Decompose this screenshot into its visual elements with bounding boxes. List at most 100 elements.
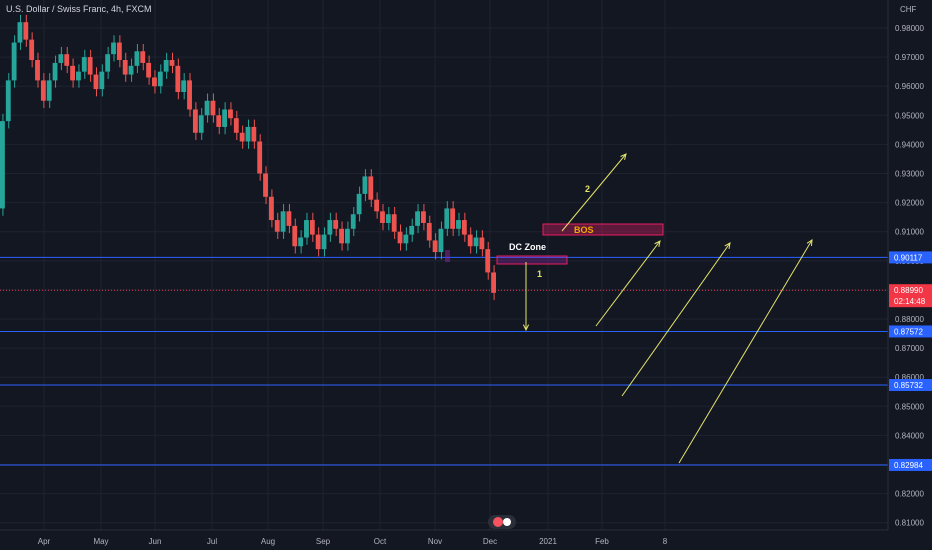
arrow-up-2 [561, 153, 627, 232]
y-tick-label: 0.91000 [895, 228, 924, 237]
arrow-up-5-head [806, 239, 813, 247]
y-tick-label: 0.86000 [895, 373, 924, 382]
price-axis: 0.98000 0.97000 0.96000 0.95000 0.94000 0.930… [889, 24, 932, 528]
arrow-up-3-head [654, 240, 661, 247]
candle-body [187, 80, 192, 110]
y-tick-label: 0.96000 [895, 82, 924, 91]
y-tick-label: 0.95000 [895, 111, 924, 120]
countdown-label: 02:14:48 [894, 297, 926, 306]
candle-body [315, 234, 321, 250]
candle-body [420, 211, 426, 223]
level-price-label: 0.82984 [894, 461, 923, 470]
candle-body [23, 22, 29, 40]
candle-body [374, 199, 380, 212]
candle-body [409, 225, 415, 235]
y-tick-label: 0.81000 [895, 519, 924, 528]
candle-body [87, 57, 93, 75]
y-tick-label: 0.94000 [895, 140, 924, 149]
candle-body [163, 60, 169, 72]
x-tick-label: Oct [374, 537, 387, 546]
candle-body [216, 115, 222, 127]
tradingview-logo-icon [488, 515, 516, 529]
candle-body [327, 220, 333, 235]
zones-layer: BOS DC Zone [445, 223, 664, 265]
horizontal-levels [0, 256, 888, 466]
candle-body [140, 51, 146, 63]
time-axis: Apr May Jun Jul Aug Sep Oct Nov Dec 2021 Feb 8 [38, 537, 668, 546]
arrow-up-4 [621, 242, 731, 397]
dc-zone-label: DC Zone [509, 242, 546, 252]
candle-body [222, 109, 228, 127]
grid-lines [0, 0, 888, 530]
price-series-layer [0, 14, 496, 301]
candle-body [99, 71, 105, 90]
candle-body [245, 126, 251, 142]
y-tick-label: 0.98000 [895, 24, 924, 33]
annotation-2: 2 [585, 184, 590, 194]
x-tick-label: Jun [149, 537, 162, 546]
candle-body [152, 77, 157, 87]
candle-body [233, 118, 239, 133]
arrow-up-3 [595, 240, 661, 327]
candle-body [298, 237, 304, 247]
candle-body [0, 121, 5, 209]
candle-body [479, 237, 485, 250]
candle-body [391, 214, 397, 232]
x-tick-label: Nov [428, 537, 442, 546]
candle-body [286, 211, 292, 226]
candle-body [432, 240, 438, 253]
x-tick-label: Feb [595, 537, 609, 546]
candle-body [380, 211, 385, 223]
candle-body [116, 42, 122, 61]
candle-body [292, 225, 298, 247]
candle-body [58, 54, 64, 63]
candle-body [473, 237, 479, 247]
y-tick-label: 0.82000 [895, 490, 924, 499]
candle-body [64, 54, 70, 66]
x-tick-label: Apr [38, 537, 51, 546]
annotation-1: 1 [537, 269, 542, 279]
bos-label: BOS [574, 225, 594, 235]
candle-body [362, 176, 368, 194]
x-tick-label: 2021 [539, 537, 557, 546]
candle-body [52, 62, 58, 81]
candle-body [204, 100, 210, 116]
candle-body [257, 141, 263, 174]
candle-body [93, 74, 99, 90]
candle-body [321, 234, 327, 250]
candle-body [485, 249, 491, 273]
level-price-badge [889, 458, 932, 471]
candle-body [456, 220, 461, 229]
candle-body [268, 196, 274, 221]
candle-body [415, 211, 420, 226]
candle-body [46, 80, 52, 101]
candle-body [11, 42, 17, 81]
x-tick-label: Sep [316, 537, 331, 546]
candle-body [461, 220, 467, 235]
candle-body [438, 228, 444, 253]
candle-body [111, 42, 116, 55]
candle-body [81, 57, 87, 72]
candle-body [309, 220, 315, 235]
candle-body [239, 132, 245, 142]
candle-body [385, 214, 391, 223]
candle-body [491, 272, 496, 293]
dc-zone [496, 255, 568, 265]
candle-body [169, 60, 175, 66]
candle-body [304, 220, 309, 238]
y-tick-label: 0.84000 [895, 431, 924, 440]
arrow-up-5 [678, 239, 813, 464]
level-price-badge [889, 325, 932, 338]
current-price-badge [889, 284, 932, 308]
candle-body [403, 234, 409, 244]
y-tick-label: 0.85000 [895, 402, 924, 411]
candle-body [134, 51, 140, 66]
candle-body [356, 193, 362, 215]
arrows-layer: 12 [522, 153, 813, 464]
candle-body [128, 65, 134, 75]
candle-body [280, 211, 286, 232]
x-tick-label: 8 [663, 537, 668, 546]
level-price-label: 0.85732 [894, 381, 923, 390]
arrow-up-2-head [620, 153, 627, 160]
